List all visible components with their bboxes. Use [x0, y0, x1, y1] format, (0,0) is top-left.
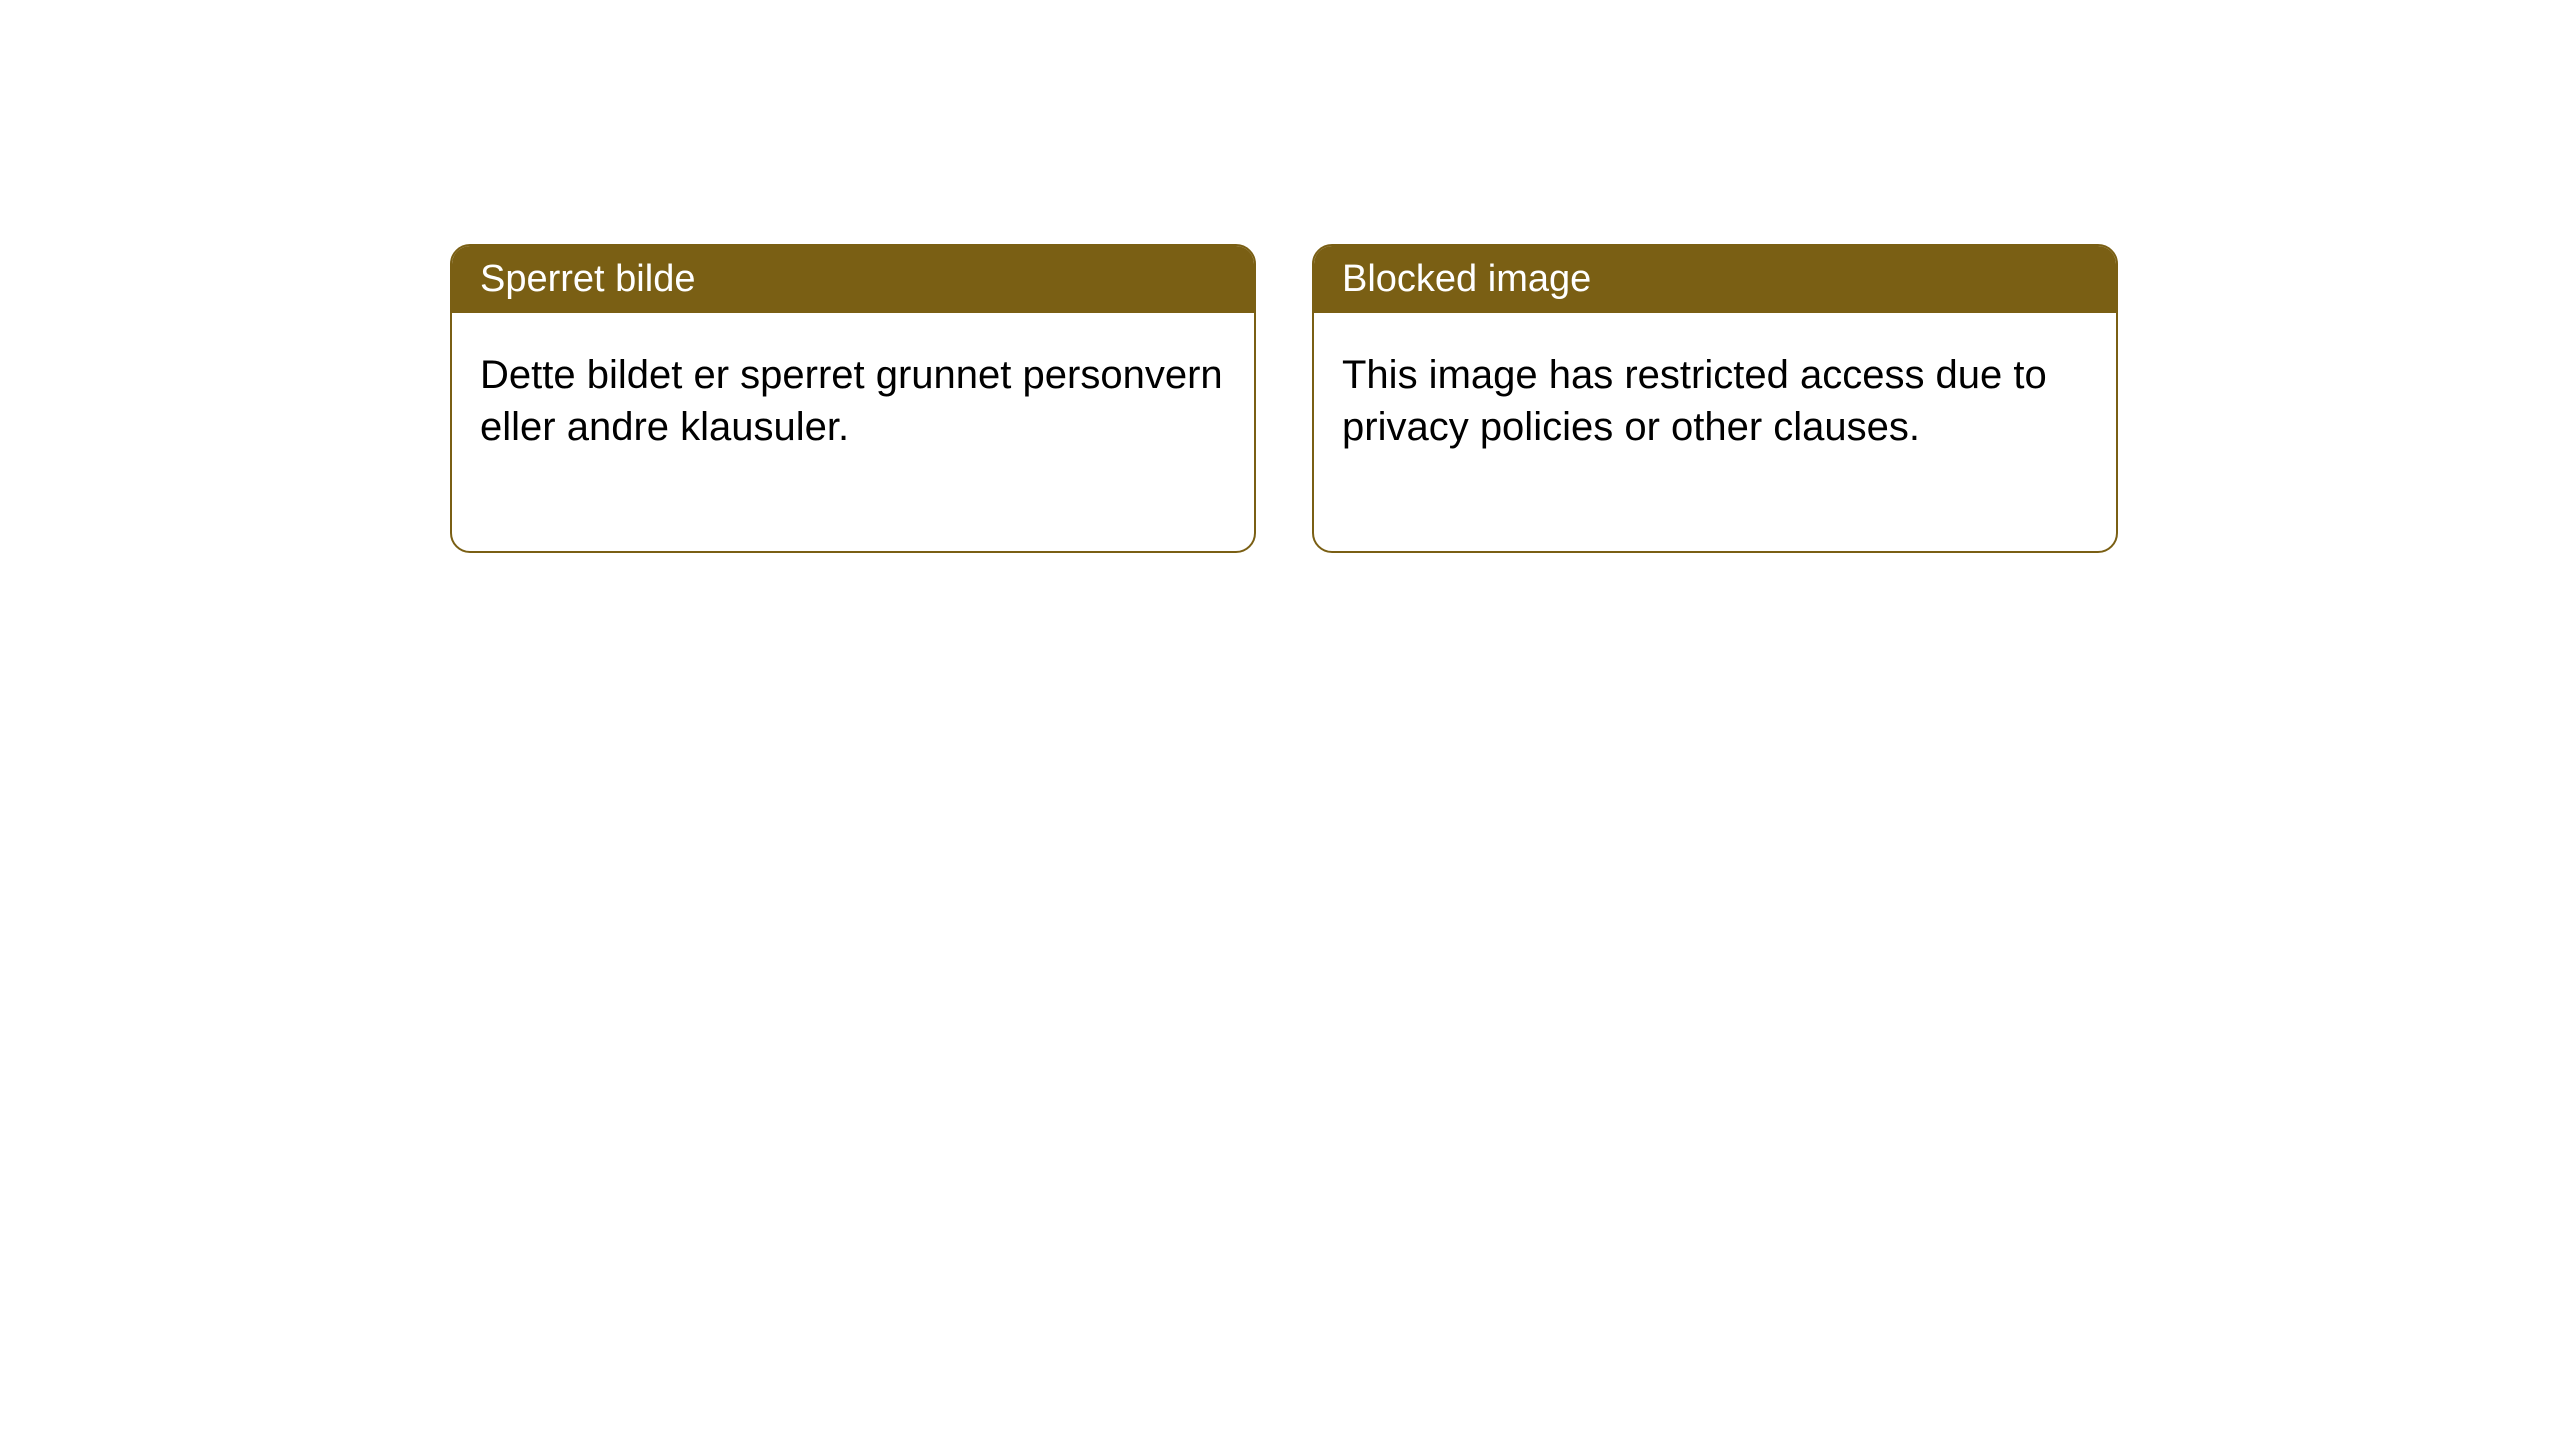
- notice-body-english: This image has restricted access due to …: [1314, 313, 2116, 551]
- notice-container: Sperret bilde Dette bildet er sperret gr…: [450, 244, 2118, 553]
- notice-title-english: Blocked image: [1314, 246, 2116, 313]
- notice-card-english: Blocked image This image has restricted …: [1312, 244, 2118, 553]
- notice-title-norwegian: Sperret bilde: [452, 246, 1254, 313]
- notice-body-norwegian: Dette bildet er sperret grunnet personve…: [452, 313, 1254, 551]
- notice-card-norwegian: Sperret bilde Dette bildet er sperret gr…: [450, 244, 1256, 553]
